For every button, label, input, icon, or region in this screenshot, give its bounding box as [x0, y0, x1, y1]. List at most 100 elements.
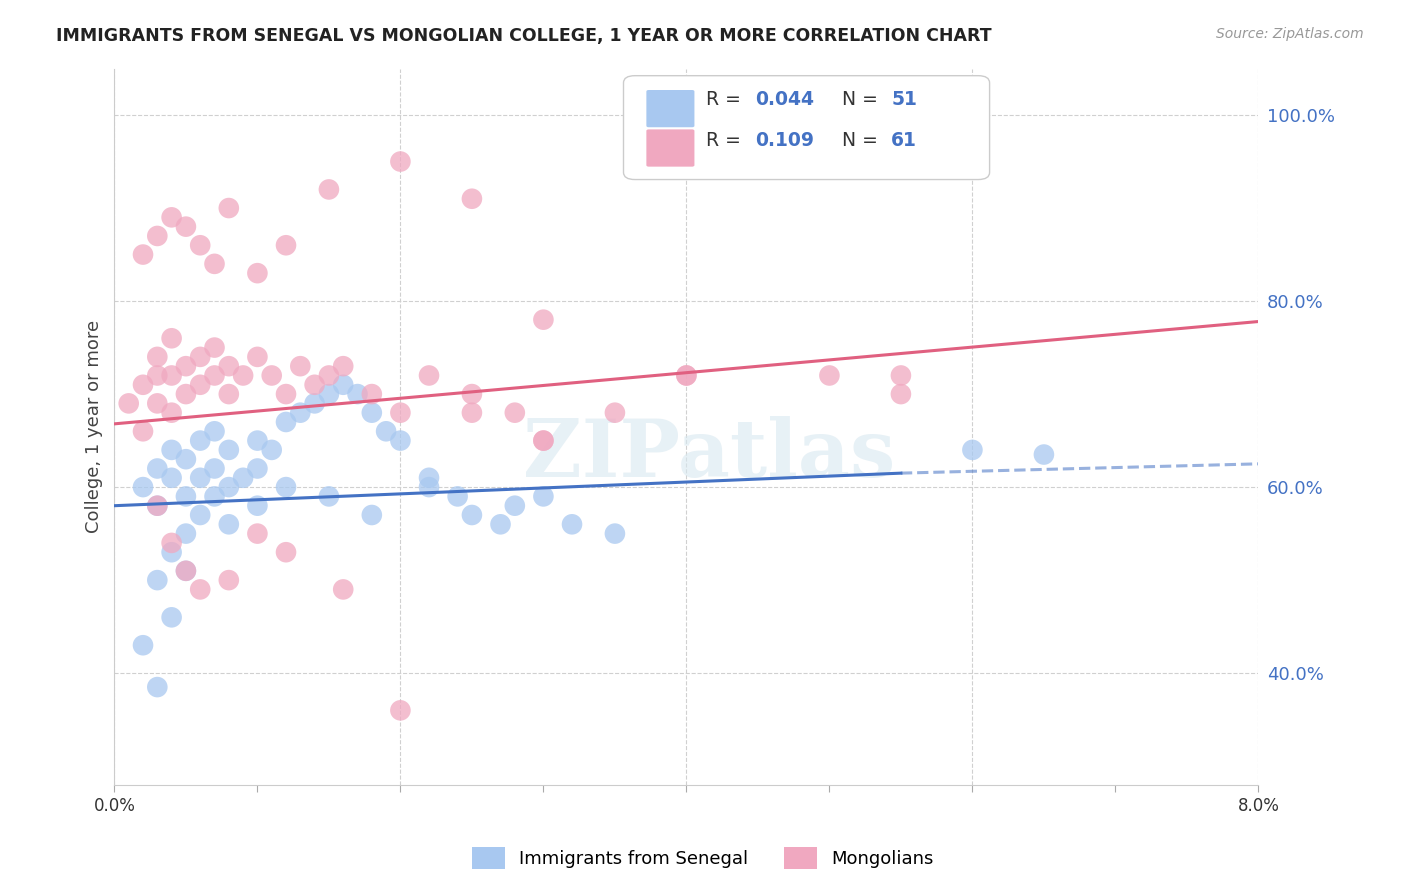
- Point: [160, 442, 183, 457]
- Point: [290, 359, 312, 374]
- Point: [246, 461, 269, 475]
- Point: [160, 471, 183, 485]
- Point: [890, 387, 912, 401]
- Point: [174, 219, 197, 234]
- Point: [132, 247, 155, 261]
- Text: R =: R =: [706, 131, 752, 150]
- Point: [274, 480, 297, 494]
- Point: [218, 480, 240, 494]
- Point: [503, 499, 526, 513]
- Point: [675, 368, 697, 383]
- Point: [174, 526, 197, 541]
- Legend: Immigrants from Senegal, Mongolians: Immigrants from Senegal, Mongolians: [463, 838, 943, 879]
- Text: Source: ZipAtlas.com: Source: ZipAtlas.com: [1216, 27, 1364, 41]
- Text: IMMIGRANTS FROM SENEGAL VS MONGOLIAN COLLEGE, 1 YEAR OR MORE CORRELATION CHART: IMMIGRANTS FROM SENEGAL VS MONGOLIAN COL…: [56, 27, 991, 45]
- Text: R =: R =: [706, 90, 747, 109]
- Text: 51: 51: [891, 90, 917, 109]
- Point: [146, 499, 169, 513]
- Point: [274, 238, 297, 252]
- Point: [818, 368, 841, 383]
- Point: [160, 368, 183, 383]
- Point: [160, 536, 183, 550]
- Point: [146, 396, 169, 410]
- Point: [603, 406, 626, 420]
- Point: [160, 331, 183, 345]
- Point: [160, 406, 183, 420]
- Point: [818, 117, 841, 131]
- Point: [204, 257, 226, 271]
- Point: [218, 359, 240, 374]
- Text: 0.044: 0.044: [755, 90, 814, 109]
- Point: [461, 406, 484, 420]
- Point: [531, 490, 554, 504]
- Point: [246, 499, 269, 513]
- Point: [890, 368, 912, 383]
- Point: [204, 425, 226, 439]
- Point: [132, 377, 155, 392]
- Point: [389, 703, 412, 717]
- Point: [418, 480, 440, 494]
- Point: [246, 350, 269, 364]
- Point: [246, 434, 269, 448]
- Point: [188, 508, 211, 522]
- Point: [218, 573, 240, 587]
- Point: [418, 368, 440, 383]
- Point: [531, 434, 554, 448]
- Point: [489, 517, 512, 532]
- Point: [675, 368, 697, 383]
- Point: [290, 406, 312, 420]
- Text: 61: 61: [891, 131, 917, 150]
- Point: [389, 154, 412, 169]
- Text: ZIPatlas: ZIPatlas: [523, 417, 896, 494]
- Point: [160, 610, 183, 624]
- Point: [146, 499, 169, 513]
- Point: [360, 406, 382, 420]
- Point: [188, 238, 211, 252]
- Point: [132, 638, 155, 652]
- Point: [461, 192, 484, 206]
- Point: [389, 406, 412, 420]
- Point: [204, 490, 226, 504]
- Point: [461, 387, 484, 401]
- Point: [160, 211, 183, 225]
- Point: [174, 490, 197, 504]
- Point: [260, 442, 283, 457]
- Point: [118, 396, 141, 410]
- Point: [218, 387, 240, 401]
- Point: [603, 526, 626, 541]
- Point: [218, 201, 240, 215]
- FancyBboxPatch shape: [647, 90, 695, 128]
- Point: [304, 377, 326, 392]
- Point: [962, 442, 984, 457]
- Text: 0.109: 0.109: [755, 131, 814, 150]
- Point: [132, 480, 155, 494]
- Point: [503, 406, 526, 420]
- Point: [246, 526, 269, 541]
- Point: [332, 359, 354, 374]
- Text: N =: N =: [824, 90, 883, 109]
- Point: [246, 266, 269, 280]
- Point: [146, 368, 169, 383]
- Point: [531, 434, 554, 448]
- Point: [146, 573, 169, 587]
- Point: [375, 425, 398, 439]
- Point: [346, 387, 368, 401]
- Point: [260, 368, 283, 383]
- Point: [318, 368, 340, 383]
- Point: [188, 582, 211, 597]
- Point: [174, 359, 197, 374]
- Point: [318, 490, 340, 504]
- Point: [274, 545, 297, 559]
- Point: [1032, 448, 1054, 462]
- Point: [132, 425, 155, 439]
- Point: [332, 377, 354, 392]
- Point: [360, 387, 382, 401]
- Point: [174, 387, 197, 401]
- Point: [188, 377, 211, 392]
- Point: [146, 680, 169, 694]
- Point: [188, 471, 211, 485]
- Point: [174, 564, 197, 578]
- Point: [389, 434, 412, 448]
- Point: [204, 461, 226, 475]
- Point: [561, 517, 583, 532]
